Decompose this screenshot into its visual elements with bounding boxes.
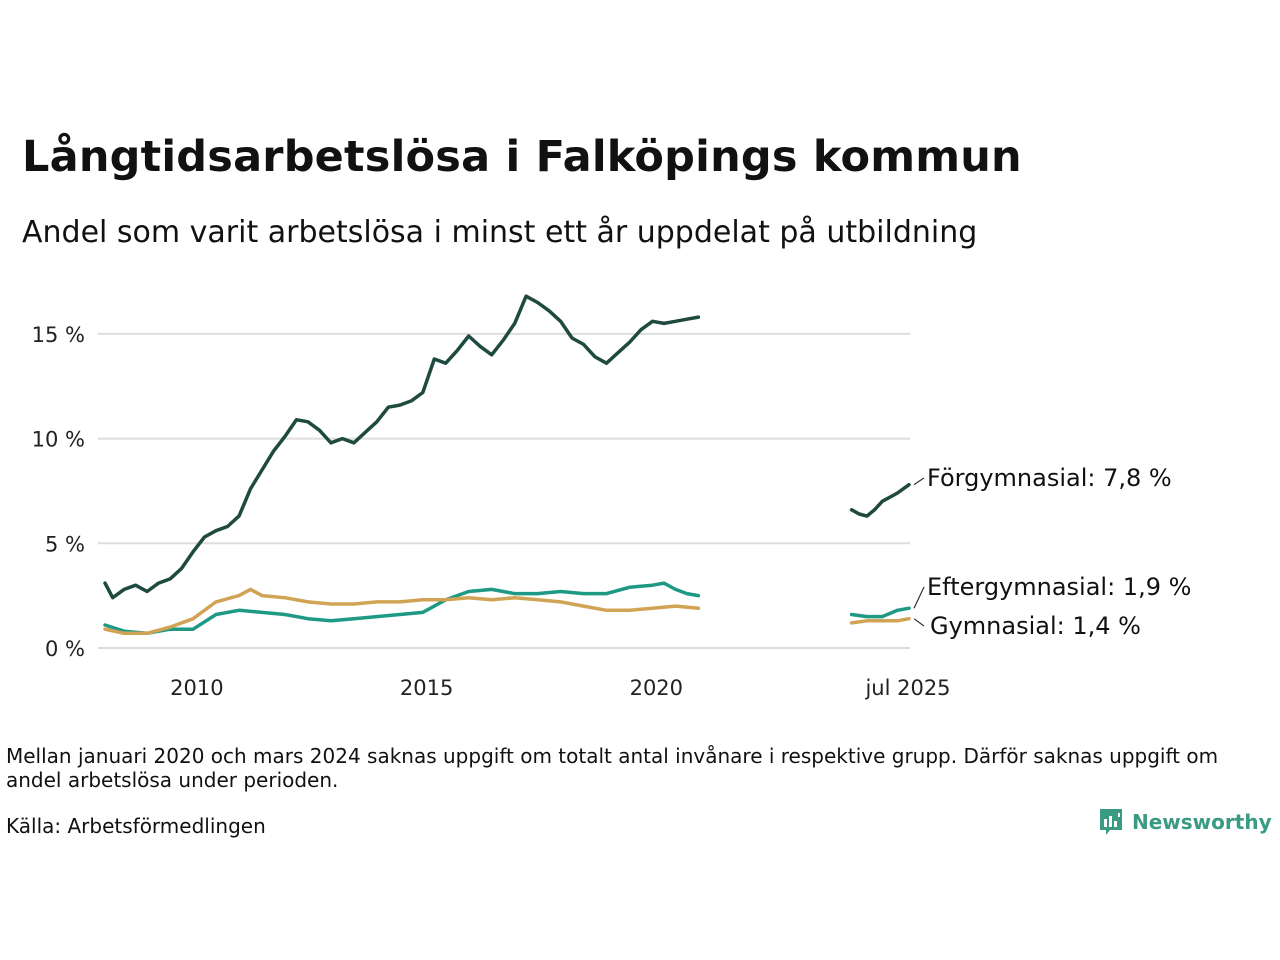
x-tick-label: 2015 [400, 676, 453, 700]
x-axis: 2010 2015 2020 jul 2025 [170, 676, 950, 700]
series-line-gymnasial [103, 587, 701, 636]
end-label-eftergymnasial: Eftergymnasial: 1,9 % [927, 573, 1191, 601]
brand-name: Newsworthy [1132, 810, 1272, 834]
x-tick-label: 2010 [170, 676, 223, 700]
end-label-förgymnasial: Förgymnasial: 7,8 % [927, 464, 1172, 492]
y-axis: 0 % 5 % 10 % 15 % [32, 323, 85, 661]
gridlines [98, 332, 910, 649]
line-chart: 0 % 5 % 10 % 15 % 2010 2015 2020 jul 2025 Förg… [32, 294, 1191, 700]
label-leader [913, 618, 925, 627]
chart-title: Långtidsarbetslösa i Falköpings kommun [22, 132, 1022, 182]
chart-subtitle: Andel som varit arbetslösa i minst ett å… [22, 215, 978, 250]
y-tick-label: 0 % [45, 637, 85, 661]
source-credit: Källa: Arbetsförmedlingen [6, 814, 266, 838]
series-line-förgymnasial [849, 482, 911, 518]
newsworthy-logo: Newsworthy [1098, 807, 1272, 837]
series-line-gymnasial [849, 616, 911, 625]
x-tick-label: 2020 [630, 676, 683, 700]
label-leader [913, 477, 925, 486]
series-line-eftergymnasial [849, 606, 911, 619]
y-tick-label: 10 % [32, 428, 85, 452]
y-tick-label: 15 % [32, 323, 85, 347]
series-lines [103, 294, 911, 636]
bar-chart-icon [1100, 809, 1122, 835]
x-tick-label: jul 2025 [864, 676, 950, 700]
footnote: Mellan januari 2020 och mars 2024 saknas… [6, 744, 1219, 792]
series-end-labels: Förgymnasial: 7,8 % Eftergymnasial: 1,9 %… [913, 464, 1191, 640]
y-tick-label: 5 % [45, 532, 85, 556]
end-label-gymnasial: Gymnasial: 1,4 % [930, 612, 1141, 640]
series-line-förgymnasial [103, 294, 701, 600]
label-leader [913, 586, 925, 609]
series-line-eftergymnasial [103, 581, 701, 636]
